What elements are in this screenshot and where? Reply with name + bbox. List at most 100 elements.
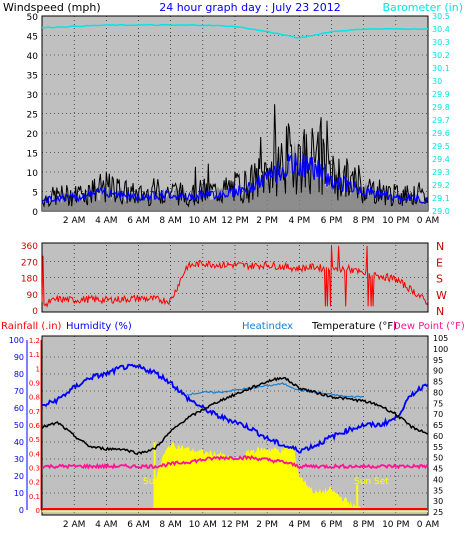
rain-tick-label: 0.2	[29, 479, 40, 487]
heatindex-label: Heatindex	[242, 321, 293, 332]
panel2-grid	[42, 245, 428, 310]
rain-tick-label: 0.7	[29, 408, 40, 416]
rain-tick-label: 0.6	[29, 422, 41, 430]
x-tick-label: 6 AM	[127, 520, 150, 530]
baro-tick-label: 30.2	[432, 51, 450, 60]
graph-title: 24 hour graph day : July 23 2012	[159, 1, 341, 14]
compass-label: E	[436, 256, 443, 269]
dewpoint-line	[42, 454, 429, 470]
humidity-tick-label: 10	[14, 489, 24, 498]
x-tick-label: 10 AM	[189, 216, 217, 226]
humidity-axis-label: Humidity (%)	[66, 321, 132, 332]
humidity-line	[41, 363, 429, 454]
wind-tick-label: 0	[32, 208, 38, 218]
baro-tick-label: 30	[432, 77, 442, 86]
wind-tick-label: 50	[27, 13, 39, 23]
baro-tick-label: 29.3	[432, 168, 450, 177]
x-tick-label: 12 PM	[221, 520, 249, 530]
wind-tick-label: 45	[27, 33, 38, 43]
temp-tick-label: 80	[433, 388, 443, 397]
humidity-tick-label: 50	[14, 421, 24, 430]
baro-tick-label: 29.7	[432, 116, 450, 125]
humidity-tick-label: 60	[14, 404, 24, 413]
rain-tick-label: 1.1	[29, 351, 40, 359]
dir-tick-label: 270	[21, 258, 38, 268]
rain-tick-label: 0.5	[29, 436, 40, 444]
wind-tick-label: 25	[27, 111, 38, 121]
wind-tick-label: 15	[27, 150, 38, 160]
temp-tick-label: 55	[433, 443, 443, 452]
sunset-label: Sun Set	[354, 477, 389, 487]
axis-labels: 0510152025303540455029.029.129.229.329.4…	[9, 12, 450, 530]
dir-tick-label: 180	[21, 275, 38, 285]
temp-tick-label: 95	[433, 356, 443, 365]
x-tick-label: 2 PM	[256, 216, 278, 226]
x-tick-label: 2 AM	[63, 216, 86, 226]
temp-tick-label: 65	[433, 421, 443, 430]
rain-tick-label: 0.3	[29, 465, 40, 473]
dir-tick-label: 0	[32, 307, 38, 317]
temperature-line	[41, 376, 429, 456]
x-tick-label: 0 AM	[417, 520, 440, 530]
temperature-axis-label: Temperature (°F)	[311, 321, 397, 332]
temp-tick-label: 60	[433, 432, 443, 441]
panel3-marks	[41, 363, 429, 513]
panel2-marks	[41, 245, 429, 308]
baro-tick-label: 30.3	[432, 38, 450, 47]
wind-tick-label: 35	[27, 72, 38, 82]
x-tick-label: 8 AM	[159, 216, 182, 226]
wind-tick-label: 5	[32, 189, 38, 199]
x-tick-label: 0 AM	[417, 216, 440, 226]
baro-tick-label: 29.9	[432, 90, 450, 99]
x-tick-label: 10 PM	[382, 520, 410, 530]
baro-tick-label: 29.2	[432, 181, 450, 190]
windspeed-axis-label: Windspeed (mph)	[3, 1, 101, 14]
humidity-tick-label: 40	[14, 438, 24, 447]
temp-tick-label: 75	[433, 399, 443, 408]
temp-tick-label: 105	[433, 334, 448, 343]
rain-tick-label: 0.9	[29, 380, 40, 388]
temp-tick-label: 25	[433, 508, 443, 517]
compass-label: N	[436, 305, 444, 318]
x-tick-label: 6 AM	[127, 216, 150, 226]
temp-tick-label: 40	[433, 475, 443, 484]
windspeed-line	[41, 104, 429, 208]
x-tick-label: 2 AM	[63, 520, 86, 530]
humidity-tick-label: 0	[19, 506, 24, 515]
x-tick-label: 8 PM	[353, 216, 375, 226]
barometer-axis-label: Barometer (in)	[383, 1, 464, 14]
rain-tick-label: 1.2	[29, 337, 40, 345]
baro-tick-label: 29.8	[432, 103, 450, 112]
humidity-tick-label: 30	[14, 455, 24, 464]
sunrise-label: Sun Rise	[143, 477, 182, 487]
temp-tick-label: 90	[433, 367, 443, 376]
x-tick-label: 4 PM	[288, 520, 310, 530]
rain-tick-label: 0.4	[29, 450, 41, 458]
temp-tick-label: 100	[433, 345, 448, 354]
windspeed-average-line	[41, 152, 429, 205]
baro-tick-label: 29.0	[432, 207, 450, 216]
wind-tick-label: 30	[27, 91, 39, 101]
baro-tick-label: 29.5	[432, 142, 450, 151]
compass-label: W	[436, 289, 447, 302]
temp-tick-label: 45	[433, 465, 443, 474]
rain-tick-label: 0.1	[29, 493, 40, 501]
x-tick-label: 12 PM	[221, 216, 249, 226]
humidity-tick-label: 80	[14, 370, 24, 379]
x-tick-label: 6 PM	[321, 216, 343, 226]
rain-tick-label: 1	[36, 365, 40, 373]
baro-tick-label: 30.5	[432, 12, 450, 21]
rain-tick-label: 0.8	[29, 394, 40, 402]
wind-tick-label: 10	[27, 169, 39, 179]
wind-direction-line	[41, 245, 429, 308]
rainfall-axis-label: Rainfall (.in)	[1, 321, 62, 332]
compass-label: N	[436, 240, 444, 253]
humidity-tick-label: 100	[9, 336, 24, 345]
barometer-line	[41, 23, 429, 39]
humidity-tick-label: 90	[14, 353, 24, 362]
x-tick-label: 8 AM	[159, 520, 182, 530]
x-tick-label: 4 AM	[95, 520, 118, 530]
x-tick-label: 10 PM	[382, 216, 410, 226]
